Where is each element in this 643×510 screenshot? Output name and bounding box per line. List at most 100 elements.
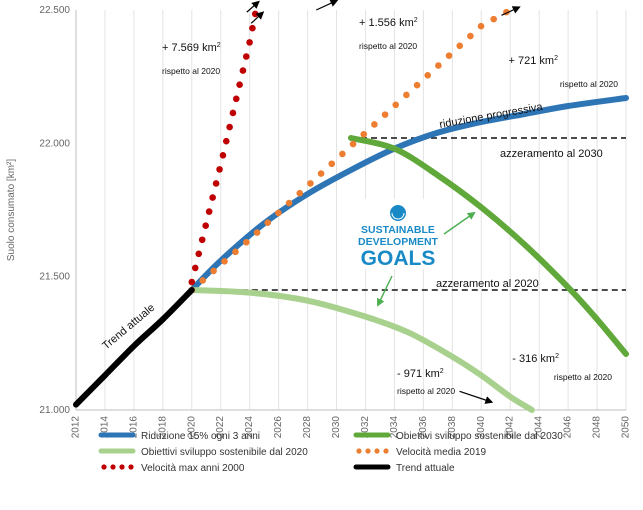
legend-swatch-dot [374,448,380,454]
logo-arrow-up [443,211,476,235]
legend-item: Velocità media 2019 [356,447,487,458]
x-tick-label: 2024 [244,416,255,439]
series-point [381,111,389,118]
annotation-value: + 1.556 km2 [359,17,418,29]
annotation-orange: + 1.556 km2 rispetto al 2020 [359,17,418,51]
x-tick-label: 2042 [505,416,516,439]
x-tick-label: 2046 [563,416,574,439]
series-point [435,62,442,69]
x-tick-label: 2040 [476,416,487,439]
y-tick-label: 22.000 [39,138,70,149]
trend-arrow [246,0,260,13]
annotation-value: - 316 km2 [512,353,559,365]
x-tick-label: 2028 [302,416,313,439]
series-point [198,236,206,244]
series-point [246,39,253,46]
superscript-2: 2 [440,368,444,375]
legend-label: Trend attuale [396,463,455,474]
series-line [188,287,535,413]
series-point [456,42,464,50]
superscript-2: 2 [414,17,418,24]
series-point [490,15,497,23]
x-tick-label: 2050 [621,416,632,439]
un-emblem-detail [391,212,405,220]
superscript-2: 2 [217,42,221,49]
series-point [221,258,228,265]
series-point [216,166,223,173]
annotation-value: + 7.569 km2 [162,42,221,54]
legend-item: Obiettivi sviluppo sostenibile dal 2020 [98,447,308,458]
series-point [249,24,256,32]
series-line [73,287,195,408]
legend-label: Obiettivi sviluppo sostenibile dal 2030 [396,431,563,442]
series-point [222,137,230,145]
series-point [403,91,410,99]
series-point [243,238,250,246]
legend-swatch-dot [110,464,116,470]
legend-label: Obiettivi sviluppo sostenibile dal 2020 [141,447,308,458]
series-point [467,32,474,40]
series-point [360,130,368,138]
series-point [202,222,209,229]
series-point [232,95,240,103]
legend-swatch-dot [128,464,134,470]
x-tick-label: 2032 [360,416,371,439]
reference-lines [191,137,626,291]
trend-arrow [250,11,265,24]
logo-line-1: SUSTAINABLE [361,224,435,236]
series-point [251,10,259,18]
legend-item: Riduzione 15% ogni 3 anni [98,431,260,442]
y-tick-label: 22.500 [39,5,70,16]
reference-label-2020: azzeramento al 2020 [436,278,539,290]
legend-swatch-dot [356,448,362,454]
series-point [253,229,261,236]
series-point [296,189,304,197]
annotation-lightgreen: - 971 km2 rispetto al 2020 [397,368,455,396]
legend-item: Trend attuale [353,463,455,474]
trend-arrow [316,0,339,11]
series-point [328,160,336,168]
x-tick-label: 2020 [186,416,197,439]
legend: Riduzione 15% ogni 3 anni Obiettivi svilu… [98,431,563,474]
series-line [348,135,629,357]
series-point [371,121,378,128]
series-point [424,72,432,79]
logo-line-3: GOALS [361,247,436,270]
series-point [209,194,216,201]
annotation-value: - 971 km2 [397,368,444,380]
logo-arrow-down [377,275,393,307]
x-tick-label: 2026 [273,416,284,439]
superscript-2: 2 [555,353,559,360]
x-tick-label: 2038 [447,416,458,439]
legend-label: Velocità media 2019 [396,447,487,458]
legend-item: Velocità max anni 2000 [101,463,245,474]
y-tick-label: 21.500 [39,272,70,283]
series-point [477,22,485,30]
gridlines [75,10,627,410]
series-point [205,208,213,215]
series-point [219,151,227,159]
y-tick-label: 21.000 [39,405,70,416]
legend-swatch-dot [365,448,371,454]
series-point [210,267,217,275]
x-tick-label: 2036 [418,416,429,439]
series-point [285,199,293,207]
label-trend-attuale: Trend attuale [100,302,157,353]
x-tick-label: 2022 [215,416,226,439]
x-tick-label: 2018 [157,416,168,439]
x-tick-label: 2030 [331,416,342,439]
reference-label-2030: azzeramento al 2030 [500,148,603,160]
superscript-2: 2 [554,55,558,62]
series-point [349,140,357,148]
series-point [236,81,243,89]
annotation-subtitle: rispetto al 2020 [560,79,618,89]
x-tick-label: 2012 [71,416,82,439]
logo-line-2: DEVELOPMENT [358,236,439,248]
legend-swatch-dot [119,464,125,470]
series-point [226,123,233,131]
annotation-subtitle: rispetto al 2020 [397,386,455,396]
x-tick-label: 2048 [592,416,603,439]
